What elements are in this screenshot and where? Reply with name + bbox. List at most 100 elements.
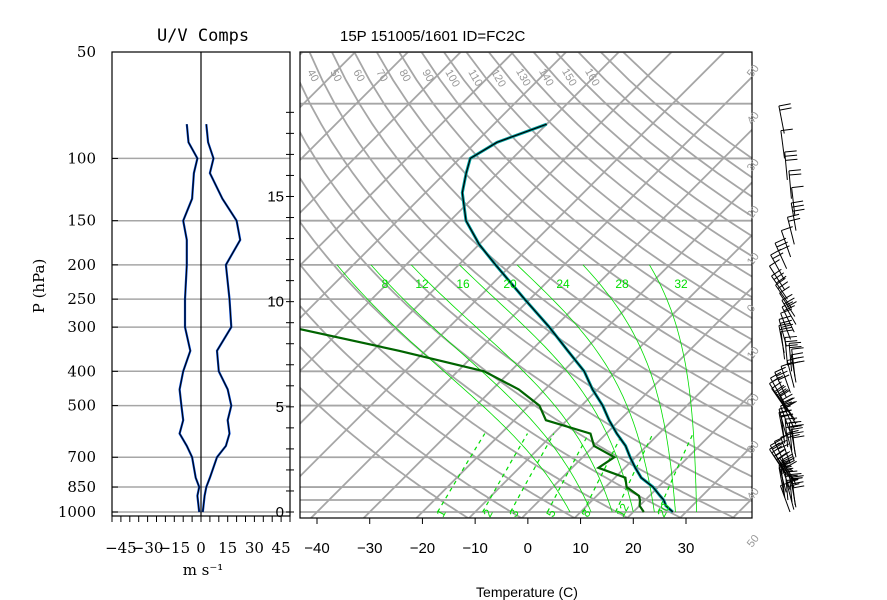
uv-curve-u [202,124,241,513]
wind-barb-staff [786,217,795,245]
wind-barb-staff [791,426,796,454]
uv-y-tick-label: 50 [77,43,96,61]
uv-y-tick-labels: 50 100 150 200 250 300 400 500 700 850 1000 [58,43,118,521]
wind-barb-staff [780,366,791,393]
dry-adiabat-line [300,80,752,478]
moist-adiabat-line [459,264,634,513]
dry-adiabat-line [465,52,752,299]
moist-adiabat-label: 24 [556,277,570,291]
skewt-x-tick-label: −40 [304,540,329,557]
isotherm-line [784,18,887,520]
isotherm-line [300,52,304,56]
wind-barb-staff [778,408,787,437]
adiabat-label: 90 [419,68,436,85]
uv-y-tick-label: 300 [67,318,96,336]
wind-barb-staff [791,187,796,216]
isotherm-line [415,181,752,518]
uv-x-tick-label: 30 [245,539,264,557]
wind-barb-flag [790,427,803,431]
height-tick-label: 0 [276,504,284,521]
height-tick-label: 5 [276,399,284,416]
uv-panel: U/V Comps P (hPa) m s⁻¹ 5010015020025030… [30,26,291,579]
dry-adiabat-line [487,52,752,278]
skewt-x-tick-label: −10 [462,540,487,557]
adiabat-label: 70 [373,68,390,85]
adiabat-label: 120 [488,68,508,90]
dry-adiabat-line [300,304,577,518]
isotherm-label: 20 [745,392,762,409]
uv-y-tick-label: 500 [67,397,96,415]
mixing-ratio-label: 12 [613,501,632,520]
mixing-ratio-line [546,433,590,513]
wind-barb-flag [792,360,805,364]
wind-barb-staff [779,485,791,513]
uv-curve-v-blue [178,124,201,513]
moist-adiabat-label: 32 [674,277,688,291]
dry-adiabat-line [300,345,523,518]
wind-barb-staff [784,151,788,180]
wind-barb-flag [775,448,787,457]
moist-adiabat-label: 8 [382,277,389,291]
skewt-frame [299,51,753,519]
height-tick-label: 15 [267,188,284,205]
wind-barb-staff [769,383,786,408]
wind-barb-flag [778,103,791,107]
wind-barb-flag [788,169,801,172]
wind-barb-flag [785,340,798,343]
wind-barb-flag [785,460,797,468]
skewt-x-tick-label: 0 [524,540,532,557]
mixing-ratio-label: 20 [654,501,673,520]
wind-barb-flag [781,393,793,401]
isotherm-line [300,52,515,267]
wind-barb-flag [789,341,802,344]
temperature-profile [461,123,674,513]
wind-barb-flag [785,425,798,429]
moist-adiabat-line [370,264,592,513]
wind-barb-flag [783,397,795,405]
wind-barb-staff [790,202,797,231]
isotherm-line [300,52,357,109]
wind-barb-flag [791,347,804,350]
uv-ylabel: P (hPa) [30,259,48,314]
adiabat-label: 80 [396,68,413,85]
wind-barb-flag [778,374,790,381]
wind-barb-staff [780,437,791,464]
wind-barb-flag [776,370,788,377]
isotherm-label: 50 [745,63,762,80]
isotherm-line [300,52,462,214]
wind-barb-staff [769,265,785,290]
wind-barb-flag [785,417,798,420]
wind-barb-staff [780,313,791,340]
skewt-height-tick-labels: 0 5 10 15 [267,111,294,521]
wind-barb-flag [776,388,787,396]
wind-barbs [769,103,805,513]
uv-y-tick-label: 700 [67,448,96,466]
isotherm-label: 50 [745,533,762,550]
uv-xlabel: m s⁻¹ [183,561,224,579]
uv-x-tick-labels: −45−30−15 0 15 30 45 [105,516,291,557]
dry-adiabat-line [532,52,752,238]
wind-barb-flag [791,475,804,478]
uv-y-tick-label: 400 [67,362,96,380]
wind-barb-flag [778,245,790,252]
skewt-profiles [300,122,674,514]
wind-barb-flag [779,107,792,111]
wind-barb-flag [784,150,797,153]
uv-x-tick-label: 45 [272,539,291,557]
wind-barb-flag [791,424,804,427]
uv-isobar-grid [112,52,290,516]
wind-barb-flag [778,315,791,320]
wind-barb-staff [791,349,796,378]
uv-curves [178,124,242,513]
wind-barb-flag [791,352,804,356]
wind-barb-flag [781,453,793,461]
moist-adiabat-line [649,264,697,512]
wind-barb-flag [787,433,800,438]
wind-barb-staff [771,275,788,300]
moist-adiabat-label: 12 [415,277,429,291]
wind-barb-flag [791,431,804,435]
moist-adiabat-line [411,264,613,513]
moist-adiabat-label: 20 [503,277,517,291]
dry-adiabat-line [375,52,752,385]
